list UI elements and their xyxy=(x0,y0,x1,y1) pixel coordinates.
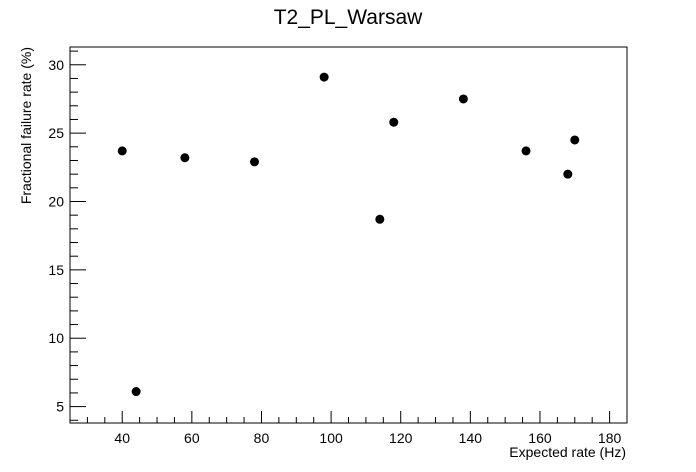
x-tick-label: 120 xyxy=(389,430,413,446)
x-tick-label: 140 xyxy=(459,430,483,446)
data-point xyxy=(117,146,127,156)
x-axis: 40 60 80 100 120 140 160 180 xyxy=(69,411,628,446)
y-axis-title: Fractional failure rate (%) xyxy=(18,47,34,204)
data-point xyxy=(458,94,468,104)
y-tick-label: 10 xyxy=(48,330,64,346)
x-tick-label: 160 xyxy=(528,430,552,446)
data-point xyxy=(180,153,190,163)
data-point xyxy=(563,169,573,179)
data-point xyxy=(389,117,399,127)
plot-frame xyxy=(69,46,628,424)
y-tick-label: 15 xyxy=(48,262,64,278)
x-tick-label: 80 xyxy=(254,430,270,446)
y-tick-label: 5 xyxy=(56,399,64,415)
x-tick-label: 40 xyxy=(114,430,130,446)
x-tick-label: 100 xyxy=(319,430,343,446)
data-point xyxy=(375,214,385,224)
data-point xyxy=(570,135,580,145)
data-points xyxy=(117,72,580,397)
data-point xyxy=(521,146,531,156)
x-axis-title: Expected rate (Hz) xyxy=(509,444,626,460)
y-axis: 5 10 15 20 25 30 xyxy=(48,50,86,421)
y-tick-label: 30 xyxy=(48,57,64,73)
y-tick-label: 20 xyxy=(48,194,64,210)
data-point xyxy=(319,72,329,82)
x-tick-label: 60 xyxy=(184,430,200,446)
chart-title: T2_PL_Warsaw xyxy=(274,6,423,29)
data-point xyxy=(250,157,260,167)
data-point xyxy=(131,387,141,397)
x-tick-label: 180 xyxy=(598,430,622,446)
y-tick-label: 25 xyxy=(48,125,64,141)
